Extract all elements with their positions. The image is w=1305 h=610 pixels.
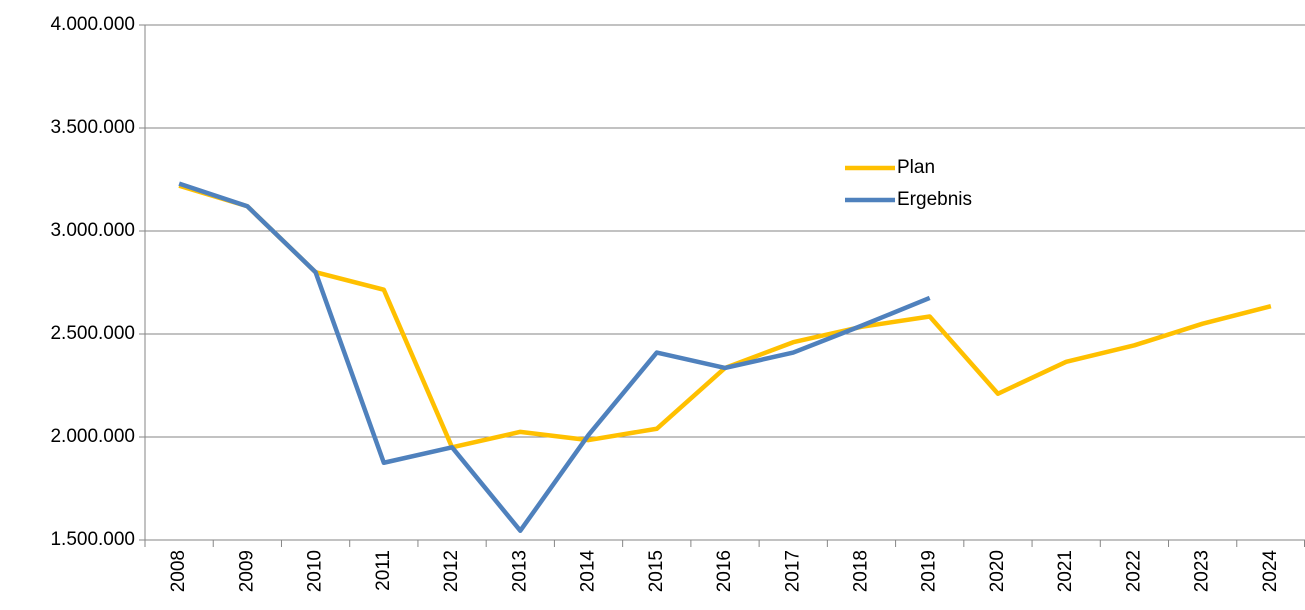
series-line (178, 181, 931, 533)
x-tick-label: 2019 (919, 550, 940, 592)
x-tick-label: 2021 (1055, 550, 1076, 592)
x-tick-label: 2018 (850, 550, 871, 592)
y-tick-label: 2.000.000 (50, 426, 135, 447)
y-tick-label: 2.500.000 (50, 323, 135, 344)
x-tick-label: 2024 (1260, 550, 1281, 593)
x-tick-label: 2023 (1192, 550, 1213, 592)
x-tick-label: 2014 (578, 550, 599, 593)
y-tick-label: 3.500.000 (50, 117, 135, 138)
x-tick-label: 2013 (509, 550, 530, 592)
y-tick-label: 4.000.000 (50, 14, 135, 35)
x-tick-label: 2008 (168, 550, 189, 592)
x-tick-label: 2017 (782, 550, 803, 592)
x-tick-label: 2022 (1123, 550, 1144, 592)
x-tick-label: 2015 (646, 550, 667, 592)
series-line (178, 183, 1272, 450)
x-tick-label: 2009 (236, 550, 257, 592)
x-tick-label: 2016 (714, 550, 735, 592)
x-tick-label: 2020 (987, 550, 1008, 592)
x-tick-label: 2012 (441, 550, 462, 592)
legend-label: Plan (897, 157, 935, 178)
y-tick-label: 1.500.000 (50, 529, 135, 550)
legend-label: Ergebnis (897, 189, 972, 210)
x-tick-label: 2010 (305, 550, 326, 592)
x-tick-label: 2011 (373, 550, 394, 591)
y-tick-label: 3.000.000 (50, 220, 135, 241)
